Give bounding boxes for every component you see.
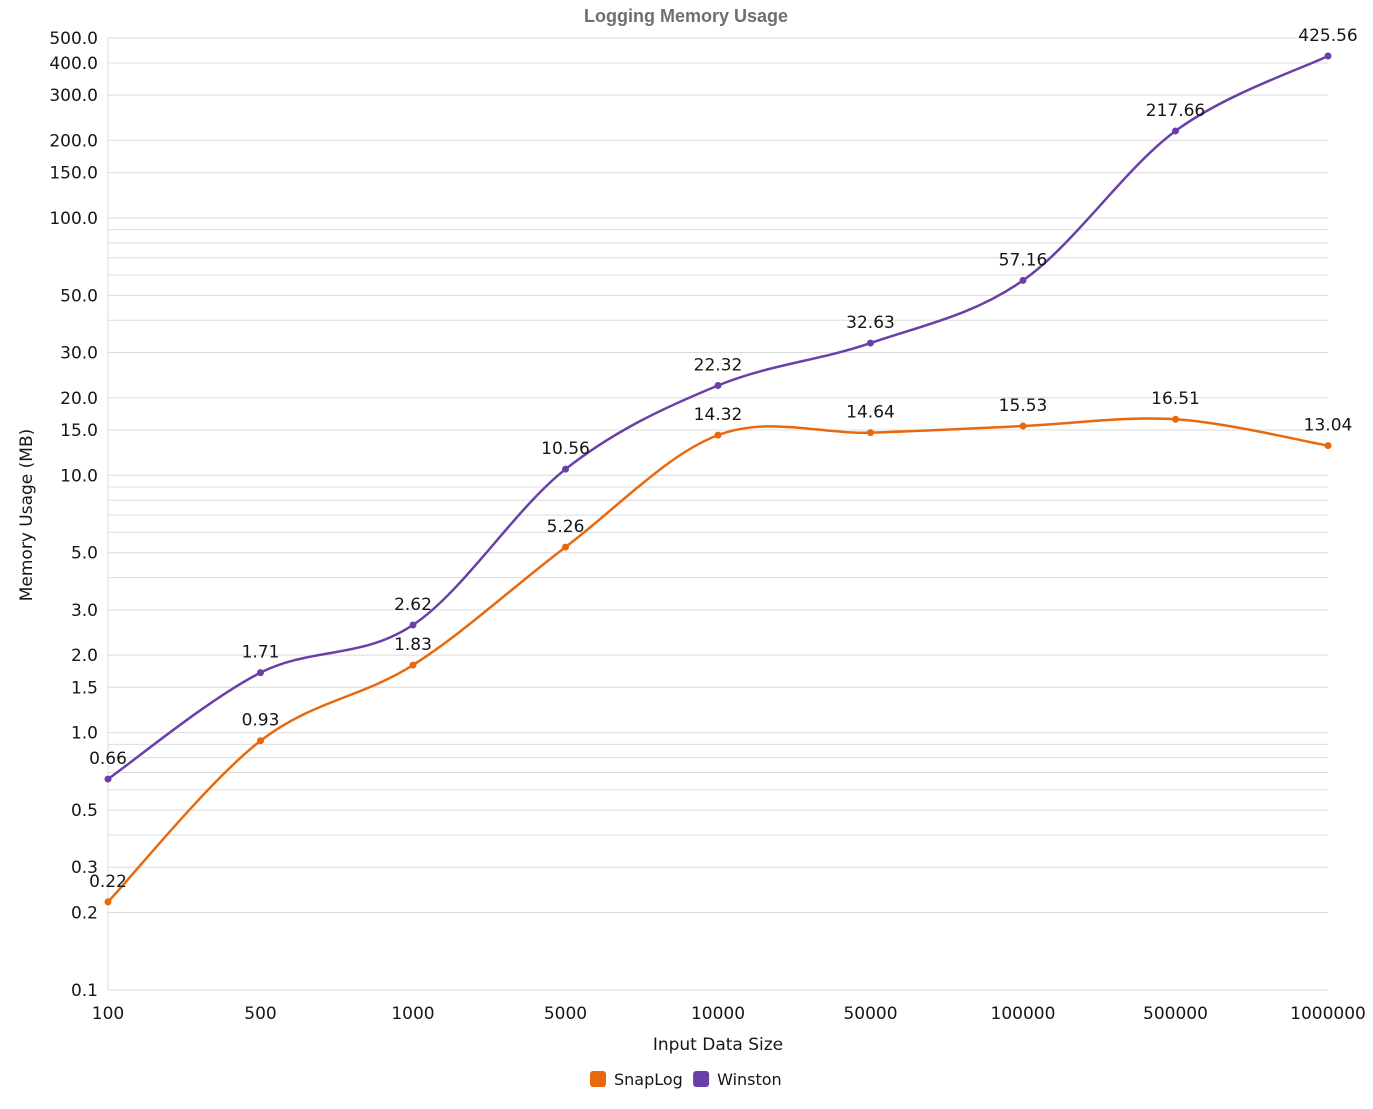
data-point-winston [257,669,264,677]
x-axis-ticks: 100 500 1000 5000 10000 50000 100000 500000 1000… [92,1004,1366,1024]
x-tick-label: 500000 [1143,1004,1208,1024]
x-tick-label: 5000 [544,1004,587,1024]
y-axis-title: Memory Usage (MB) [17,429,37,602]
y-axis-ticks: 0.1 0.2 0.3 0.5 1.0 1.5 2.0 3.0 5.0 10.0 15.0 20.0 3… [49,29,98,1001]
data-label-snaplog: 0.93 [242,711,280,731]
data-label-snaplog: 15.53 [999,396,1048,416]
grid [107,37,1328,991]
data-point-snaplog [409,661,417,669]
y-tick-label: 300.0 [49,86,98,106]
data-point-snaplog [867,429,874,437]
x-tick-label: 1000000 [1290,1004,1366,1024]
y-tick-label: 200.0 [49,131,98,151]
data-labels: 0.22 0.93 1.83 5.26 14.32 14.64 15.53 16.51 13.0… [89,26,1358,892]
data-label-winston: 57.16 [999,250,1048,270]
data-label-snaplog: 1.83 [394,635,432,655]
y-tick-label: 50.0 [60,286,98,306]
data-point-winston [1172,127,1179,135]
data-point-winston [104,775,112,783]
data-label-winston: 0.66 [89,749,127,769]
series-lines [104,52,1332,906]
legend-label-winston: Winston [717,1070,782,1089]
y-tick-label: 10.0 [60,466,98,486]
data-point-snaplog [257,737,264,745]
y-tick-label: 150.0 [49,164,98,184]
chart-title: Logging Memory Usage [584,6,788,26]
data-point-snaplog [562,543,569,551]
data-label-winston: 10.56 [541,439,590,459]
data-point-winston [1324,52,1332,60]
y-tick-label: 0.3 [71,858,98,878]
data-label-snaplog: 14.64 [846,403,895,423]
legend-label-snaplog: SnapLog [614,1070,683,1089]
data-label-snaplog: 5.26 [547,517,585,537]
y-tick-label: 0.1 [71,981,98,1001]
y-tick-label: 100.0 [49,209,98,229]
data-label-winston: 22.32 [694,356,743,376]
y-tick-label: 3.0 [71,601,98,621]
y-tick-label: 20.0 [60,389,98,409]
data-label-winston: 1.71 [242,643,280,663]
legend-swatch-snaplog [590,1071,606,1087]
y-tick-label: 1.0 [71,724,98,744]
y-tick-label: 2.0 [71,646,98,666]
data-label-winston: 425.56 [1298,26,1357,46]
y-tick-label: 400.0 [49,54,98,74]
data-point-winston [1019,276,1027,284]
x-tick-label: 50000 [843,1004,897,1024]
data-point-snaplog [1019,422,1027,430]
series-line-snaplog [106,417,1330,904]
data-label-winston: 217.66 [1146,101,1205,121]
y-tick-label: 5.0 [71,544,98,564]
data-point-snaplog [1324,442,1332,450]
y-tick-label: 500.0 [49,29,98,49]
data-label-snaplog: 16.51 [1151,389,1200,409]
data-point-winston [409,621,417,629]
x-tick-label: 100000 [991,1004,1056,1024]
y-tick-label: 30.0 [60,343,98,363]
y-tick-label: 0.2 [71,904,98,924]
y-tick-label: 0.5 [71,801,98,821]
legend-swatch-winston [693,1071,710,1087]
data-point-winston [562,465,569,473]
data-label-snaplog: 13.04 [1304,416,1353,436]
x-tick-label: 10000 [691,1004,745,1024]
data-point-snaplog [714,431,722,439]
data-label-snaplog: 0.22 [89,872,127,892]
x-tick-label: 1000 [391,1004,434,1024]
data-label-snaplog: 14.32 [694,405,743,425]
x-tick-label: 100 [92,1004,124,1024]
y-tick-label: 15.0 [60,421,98,441]
x-axis-title: Input Data Size [653,1035,783,1055]
data-label-winston: 32.63 [846,313,895,333]
legend: SnapLog Winston [590,1070,782,1089]
data-point-snaplog [104,898,112,906]
x-tick-label: 500 [244,1004,276,1024]
data-point-winston [714,382,722,390]
data-point-winston [867,339,874,347]
data-point-snaplog [1172,415,1179,423]
y-tick-label: 1.5 [71,678,98,698]
data-label-winston: 2.62 [394,595,432,615]
